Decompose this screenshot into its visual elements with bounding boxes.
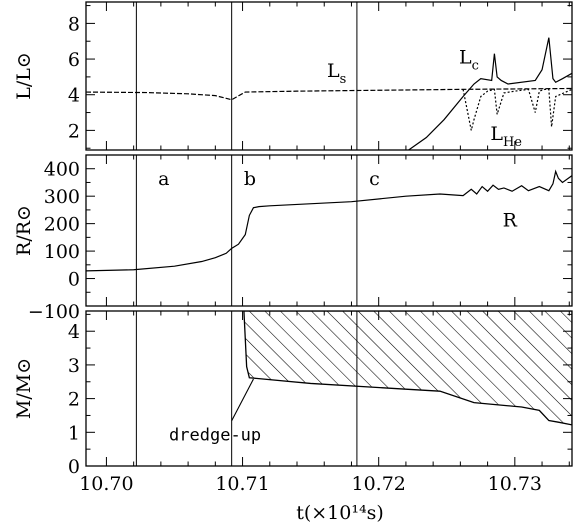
- annotation-main: L: [327, 60, 340, 82]
- annotation-b: b: [244, 168, 256, 190]
- annotation-a: a: [158, 168, 169, 190]
- plot-area: [86, 37, 572, 150]
- panel-frame: [85, 1, 573, 151]
- panel-radius: −100 0 100 200 300 400 R/R⊙ a b c R: [13, 154, 573, 323]
- dredge-up-label: dredge-up: [169, 426, 261, 446]
- plot-area: [86, 169, 572, 272]
- y-tick-label: 8: [68, 13, 80, 35]
- y-tick-label: 4: [68, 85, 80, 107]
- panel-frame: [85, 154, 573, 307]
- convective-envelope-region: [243, 311, 572, 426]
- dredge-up-pointer: [231, 378, 254, 421]
- annotation-main: a: [158, 168, 169, 190]
- annotation-subscript: c: [472, 59, 479, 74]
- y-tick-label: 200: [44, 214, 80, 236]
- annotation-main: L: [459, 47, 472, 69]
- x-tick-label: 10.72: [351, 473, 405, 495]
- y-tick-label: 0: [68, 269, 80, 291]
- series-lc: [408, 37, 572, 150]
- y-tick-label: 0: [68, 456, 80, 478]
- x-tick-label: 10.71: [215, 473, 269, 495]
- y-axis-label: L/L⊙: [13, 52, 35, 100]
- y-tick-label: 300: [44, 186, 80, 208]
- annotation-c: c: [369, 168, 380, 190]
- y-tick-label: 2: [68, 120, 80, 142]
- panel-mass: 0 1 2 3 4 M/M⊙ dredge-up: [13, 310, 573, 478]
- annotation-subscript: s: [340, 72, 347, 87]
- annotation-main: b: [244, 168, 256, 190]
- x-axis-label: t(×10¹⁴s): [296, 502, 384, 524]
- y-tick-label: 4: [68, 321, 80, 343]
- y-axis-label: M/M⊙: [13, 358, 35, 419]
- y-tick-label: 100: [44, 241, 80, 263]
- annotation-subscript: He: [503, 135, 522, 150]
- y-tick-label: 6: [68, 49, 80, 71]
- annotation-Ls: Ls: [327, 60, 346, 87]
- annotation-main: c: [369, 168, 380, 190]
- series-ls: [86, 87, 572, 101]
- y-tick-label: 2: [68, 389, 80, 411]
- y-axis-label: R/R⊙: [13, 205, 35, 256]
- annotation-main: L: [490, 123, 503, 145]
- annotation-main: R: [503, 209, 518, 231]
- annotation-R: R: [503, 209, 518, 231]
- y-tick-label: −100: [28, 301, 80, 323]
- annotation-Lc: Lc: [459, 47, 479, 74]
- x-tick-label: 10.70: [79, 473, 133, 495]
- plot-area: [243, 311, 572, 426]
- y-tick-label: 1: [68, 422, 80, 444]
- y-tick-label: 400: [44, 159, 80, 181]
- x-tick-label: 10.73: [488, 473, 542, 495]
- annotation-LHe: LHe: [490, 123, 522, 150]
- y-tick-label: 3: [68, 355, 80, 377]
- series-lhe: [462, 88, 572, 131]
- series-line-radius: [86, 169, 572, 272]
